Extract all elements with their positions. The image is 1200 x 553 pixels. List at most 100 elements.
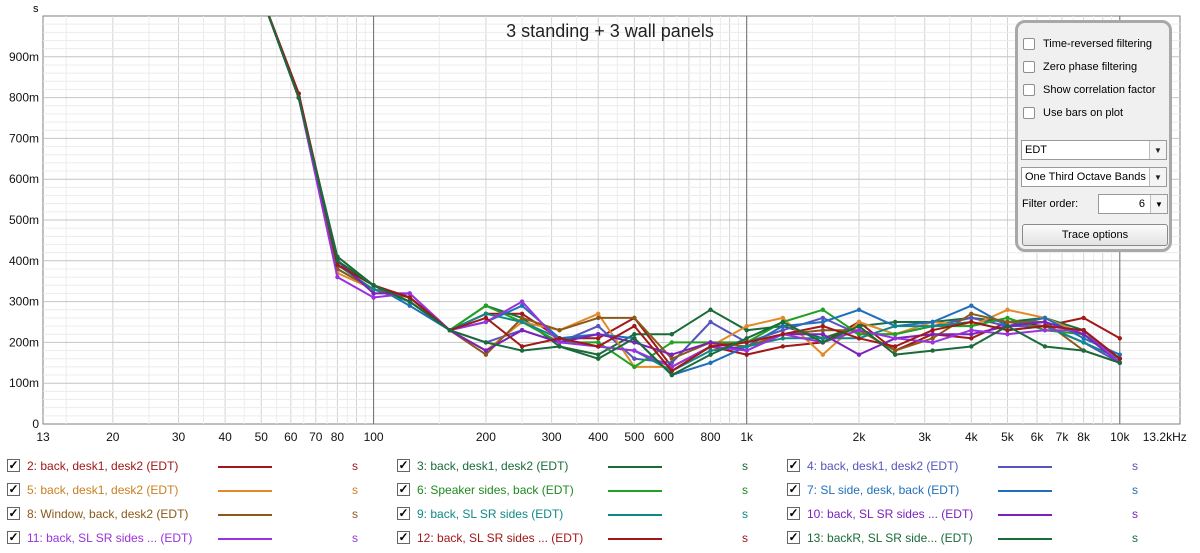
data-point: [820, 352, 826, 357]
data-point: [669, 352, 675, 357]
data-point: [1005, 327, 1010, 333]
legend-swatch: [998, 514, 1052, 516]
legend-unit: s: [352, 459, 358, 473]
data-point: [407, 291, 412, 296]
data-point: [1005, 319, 1010, 325]
legend-swatch: [998, 538, 1052, 540]
data-point: [969, 319, 974, 325]
data-point: [669, 356, 675, 361]
data-point: [669, 364, 675, 370]
legend-checkbox[interactable]: ✓: [7, 482, 20, 496]
data-point: [483, 315, 489, 321]
data-point: [1042, 319, 1048, 325]
legend-checkbox[interactable]: ✓: [397, 482, 410, 496]
data-point: [744, 340, 749, 345]
data-point: [930, 340, 935, 345]
legend-label: 3: back, desk1, desk2 (EDT): [417, 459, 569, 473]
data-point: [483, 352, 489, 357]
legend-checkbox[interactable]: ✓: [397, 530, 410, 544]
legend-item: ✓ 4: back, desk1, desk2 (EDT) s: [780, 456, 1160, 476]
data-point: [596, 311, 601, 317]
option-correlation[interactable]: Show correlation factor: [1023, 82, 1156, 98]
data-point: [820, 332, 826, 337]
data-point: [483, 340, 489, 345]
y-tick-label: 900m: [9, 50, 39, 64]
x-tick-label: 10k: [1110, 430, 1130, 444]
data-point: [596, 340, 601, 345]
legend-item: ✓ 10: back, SL SR sides ... (EDT) s: [780, 504, 1160, 524]
legend-checkbox[interactable]: ✓: [7, 506, 20, 520]
chevron-down-icon[interactable]: ▼: [1150, 195, 1167, 213]
legend-swatch: [608, 514, 662, 516]
data-point: [669, 360, 675, 365]
data-point: [708, 360, 713, 365]
legend-item: ✓ 3: back, desk1, desk2 (EDT) s: [390, 456, 770, 476]
legend-checkbox[interactable]: ✓: [787, 530, 800, 544]
option-bars[interactable]: Use bars on plot: [1023, 105, 1123, 121]
data-point: [708, 307, 713, 312]
data-point: [669, 332, 675, 337]
filter-order-select[interactable]: 6 ▼: [1098, 194, 1168, 214]
trace-options-button[interactable]: Trace options: [1022, 224, 1168, 246]
options-panel: Time-reversed filtering Zero phase filte…: [1015, 20, 1172, 252]
chevron-down-icon[interactable]: ▼: [1149, 141, 1166, 159]
x-tick-label: 5k: [1001, 430, 1015, 444]
legend-checkbox[interactable]: ✓: [7, 458, 20, 472]
y-tick-label: 100m: [9, 376, 39, 390]
correlation-checkbox[interactable]: [1023, 84, 1035, 96]
option-label: Use bars on plot: [1043, 107, 1124, 119]
chart-title: 3 standing + 3 wall panels: [506, 21, 714, 41]
data-point: [519, 315, 525, 321]
legend-label: 12: back, SL SR sides ... (EDT): [417, 531, 584, 545]
legend-checkbox[interactable]: ✓: [787, 458, 800, 472]
x-tick-label: 6k: [1031, 430, 1045, 444]
legend-checkbox[interactable]: ✓: [7, 530, 20, 544]
legend-item: ✓ 9: back, SL SR sides (EDT) s: [390, 504, 770, 524]
data-point: [596, 356, 601, 361]
zero-phase-checkbox[interactable]: [1023, 61, 1035, 73]
data-point: [780, 319, 786, 325]
legend-checkbox[interactable]: ✓: [397, 506, 410, 520]
data-point: [1005, 315, 1010, 321]
metric-select[interactable]: EDT ▼: [1021, 140, 1167, 160]
data-point: [708, 344, 713, 349]
data-point: [1005, 323, 1010, 329]
legend-label: 7: SL side, desk, back (EDT): [807, 483, 960, 497]
legend-checkbox[interactable]: ✓: [397, 458, 410, 472]
data-point: [969, 344, 974, 349]
legend-unit: s: [742, 459, 748, 473]
series-lines: [267, 16, 1122, 378]
data-point: [519, 311, 525, 317]
legend-item: ✓ 8: Window, back, desk2 (EDT) s: [0, 504, 380, 524]
data-point: [744, 336, 749, 341]
x-tick-label: 500: [624, 430, 644, 444]
legend-checkbox[interactable]: ✓: [787, 506, 800, 520]
y-tick-label: 200m: [9, 335, 39, 349]
data-point: [969, 315, 974, 321]
data-point: [407, 299, 412, 304]
series-line: [267, 16, 1121, 376]
data-point: [1042, 315, 1048, 321]
legend-swatch: [998, 490, 1052, 492]
data-point: [1081, 327, 1086, 333]
legend-item: ✓ 12: back, SL SR sides ... (EDT) s: [390, 528, 770, 548]
series-group: [267, 16, 1122, 378]
legend-unit: s: [742, 507, 748, 521]
data-point: [632, 356, 637, 361]
data-point: [596, 332, 601, 337]
data-point: [483, 348, 489, 353]
legend-swatch: [218, 514, 272, 516]
bars-checkbox[interactable]: [1023, 107, 1035, 119]
option-zero-phase[interactable]: Zero phase filtering: [1023, 59, 1137, 75]
bands-select[interactable]: One Third Octave Bands ▼: [1021, 167, 1167, 187]
data-point: [820, 307, 826, 312]
option-time-reversed[interactable]: Time-reversed filtering: [1023, 36, 1152, 52]
data-point: [407, 303, 412, 308]
legend-checkbox[interactable]: ✓: [787, 482, 800, 496]
chevron-down-icon[interactable]: ▼: [1149, 168, 1166, 186]
data-point: [820, 323, 826, 329]
time-reversed-checkbox[interactable]: [1023, 38, 1035, 50]
legend-swatch: [218, 466, 272, 468]
x-tick-label: 200: [476, 430, 496, 444]
